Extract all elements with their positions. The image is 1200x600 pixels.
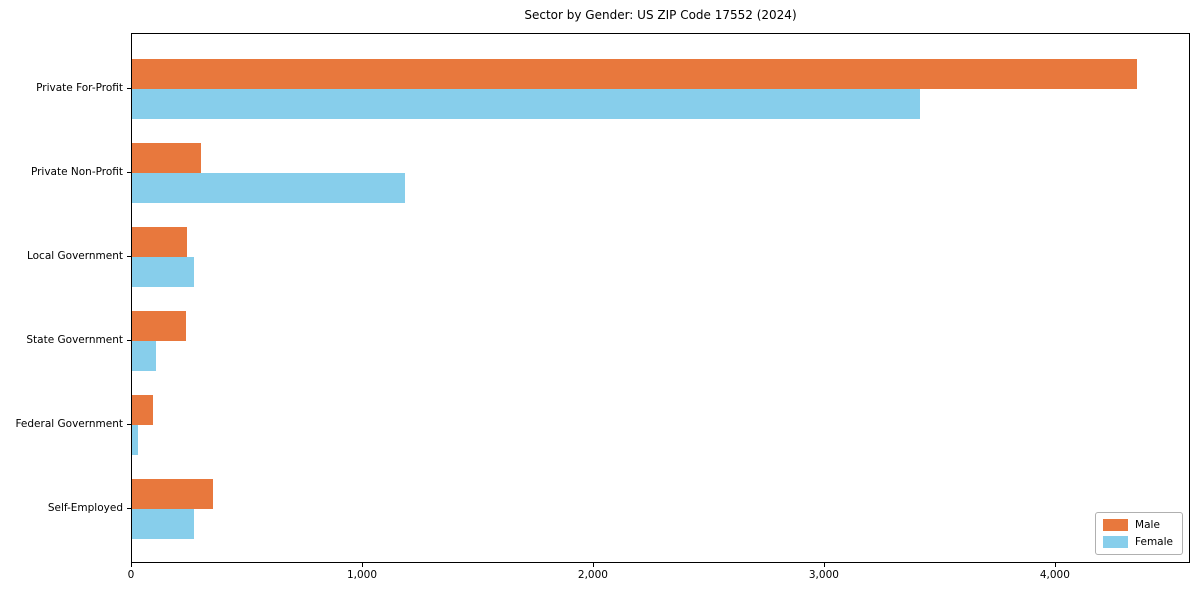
bar-female-local-government <box>132 257 194 287</box>
bar-male-private-for-profit <box>132 59 1137 89</box>
bar-male-private-non-profit <box>132 143 201 173</box>
x-tick-4000 <box>1054 563 1056 567</box>
y-axis-label-private-for-profit: Private For-Profit <box>36 82 123 94</box>
y-tick-federal-government <box>127 424 131 425</box>
x-tick-1000 <box>361 563 363 567</box>
bar-male-federal-government <box>132 395 153 425</box>
x-tick-0 <box>131 563 132 567</box>
x-tick-label-4000: 4,000 <box>1039 569 1070 581</box>
y-axis-label-local-government: Local Government <box>26 250 123 262</box>
bar-female-self-employed <box>132 509 194 539</box>
x-tick-label-1000: 1,000 <box>346 569 377 581</box>
y-tick-self-employed <box>127 508 131 509</box>
legend: Male Female <box>1095 512 1183 555</box>
y-tick-state-government <box>127 340 131 341</box>
legend-item-male: Male <box>1103 519 1173 531</box>
legend-swatch-male <box>1103 519 1129 531</box>
x-tick-label-0: 0 <box>127 569 135 581</box>
legend-swatch-female <box>1103 536 1129 548</box>
bar-male-local-government <box>132 227 187 257</box>
plot-area: Male Female <box>131 33 1190 563</box>
y-axis-label-self-employed: Self-Employed <box>47 502 123 514</box>
y-axis-label-federal-government: Federal Government <box>15 418 123 430</box>
bar-male-self-employed <box>132 479 213 509</box>
y-axis-label-private-non-profit: Private Non-Profit <box>30 166 123 178</box>
y-tick-local-government <box>127 256 131 257</box>
y-tick-private-for-profit <box>127 88 131 89</box>
legend-label-male: Male <box>1135 519 1160 531</box>
legend-label-female: Female <box>1135 536 1173 548</box>
x-tick-label-2000: 2,000 <box>577 569 608 581</box>
y-tick-private-non-profit <box>127 172 131 173</box>
x-tick-3000 <box>823 563 825 567</box>
chart-title: Sector by Gender: US ZIP Code 17552 (202… <box>524 8 797 22</box>
bar-female-state-government <box>132 341 156 371</box>
x-tick-2000 <box>592 563 594 567</box>
bar-female-private-for-profit <box>132 89 920 119</box>
bar-female-private-non-profit <box>132 173 405 203</box>
y-axis-label-state-government: State Government <box>26 334 123 346</box>
legend-item-female: Female <box>1103 536 1173 548</box>
bar-female-federal-government <box>132 425 138 455</box>
bar-male-state-government <box>132 311 186 341</box>
x-tick-label-3000: 3,000 <box>808 569 839 581</box>
